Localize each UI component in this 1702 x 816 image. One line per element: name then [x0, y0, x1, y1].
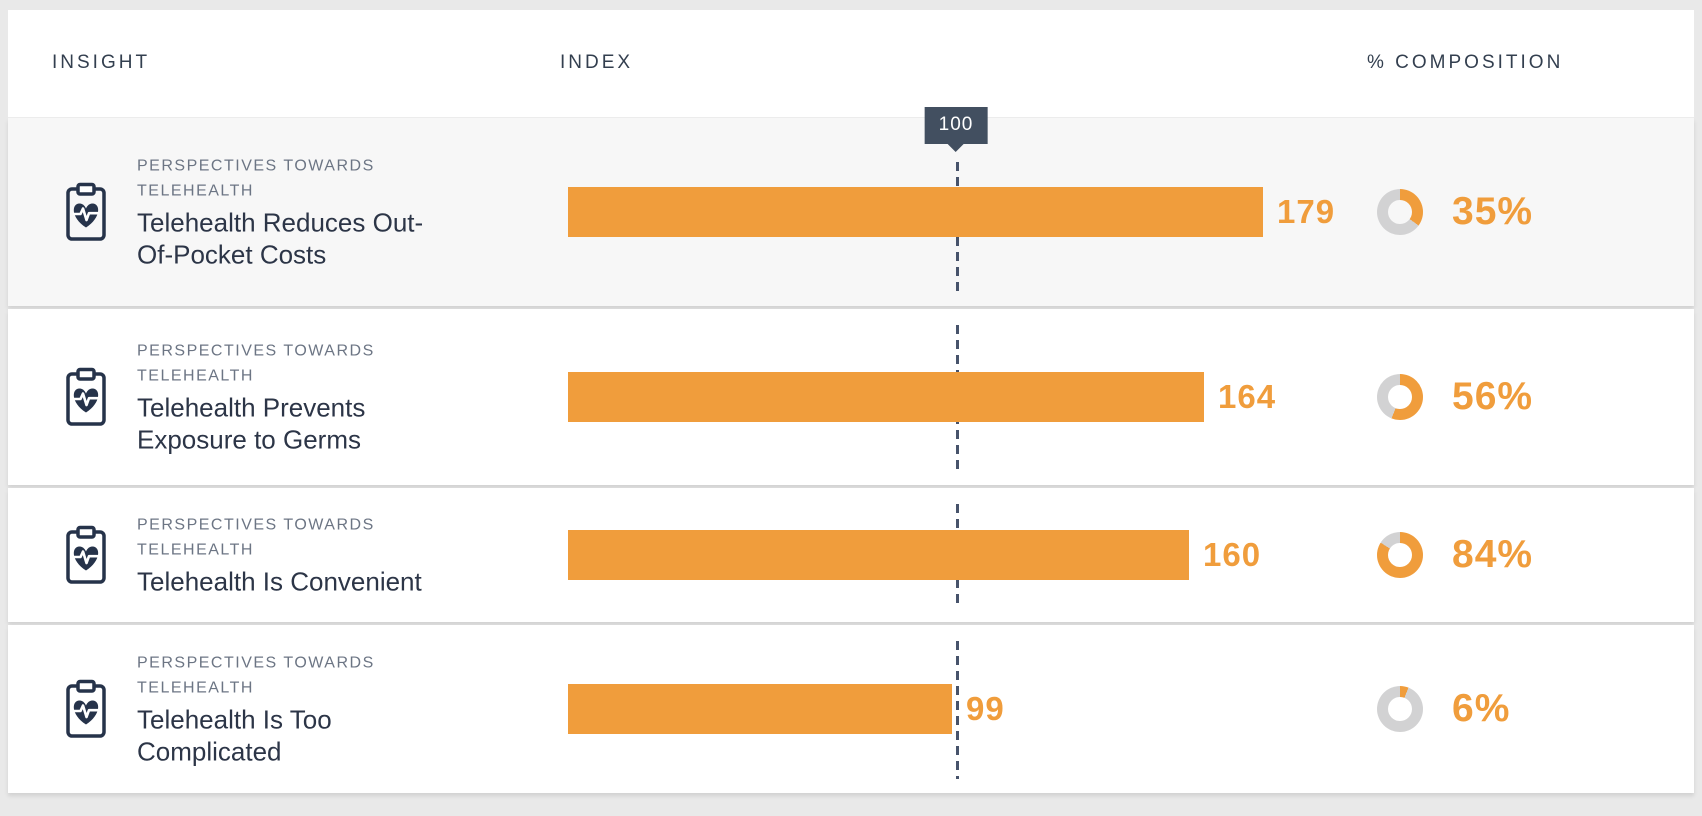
index-bar-group: 179 — [568, 187, 1335, 237]
composition-percent-label: 56% — [1452, 375, 1534, 418]
column-header-composition: % COMPOSITION — [1367, 52, 1564, 73]
index-bar-group: 164 — [568, 372, 1276, 422]
index-bar — [568, 372, 1204, 422]
table-row[interactable]: PERSPECTIVES TOWARDS TELEHEALTH Teleheal… — [8, 488, 1694, 622]
insight-rows: PERSPECTIVES TOWARDS TELEHEALTH Teleheal… — [8, 118, 1694, 793]
insight-title: Telehealth Is Too Complicated — [137, 704, 332, 767]
clipboard-heart-pulse-icon — [66, 367, 106, 426]
clipboard-heart-pulse-icon — [66, 182, 106, 241]
insight-index-table: INSIGHT INDEX % COMPOSITION 100 PERSPECT… — [8, 10, 1694, 796]
index-bar-group: 160 — [568, 530, 1261, 580]
table-row[interactable]: PERSPECTIVES TOWARDS TELEHEALTH Teleheal… — [8, 625, 1694, 793]
composition-percent-label: 6% — [1452, 687, 1511, 730]
insight-category-label: PERSPECTIVES TOWARDS TELEHEALTH — [137, 157, 375, 200]
index-bar — [568, 530, 1189, 580]
clipboard-heart-pulse-icon — [66, 679, 106, 738]
insight-text-block: PERSPECTIVES TOWARDS TELEHEALTH Teleheal… — [137, 154, 447, 271]
index-value-label: 160 — [1203, 536, 1262, 573]
composition-donut-chart — [1377, 189, 1423, 235]
column-header-index: INDEX — [560, 52, 634, 73]
table-header-row: INSIGHT INDEX % COMPOSITION — [8, 10, 1694, 118]
composition-donut-chart — [1377, 374, 1423, 420]
index-bar-group: 99 — [568, 684, 1005, 734]
table-row[interactable]: PERSPECTIVES TOWARDS TELEHEALTH Teleheal… — [8, 118, 1694, 306]
insight-text-block: PERSPECTIVES TOWARDS TELEHEALTH Teleheal… — [137, 513, 447, 598]
index-100-marker-badge: 100 — [924, 107, 988, 144]
clipboard-heart-pulse-icon — [66, 525, 106, 584]
insight-text-block: PERSPECTIVES TOWARDS TELEHEALTH Teleheal… — [137, 651, 447, 768]
composition-percent-label: 84% — [1452, 533, 1534, 576]
index-value-label: 179 — [1277, 193, 1336, 230]
column-header-insight: INSIGHT — [52, 52, 151, 73]
insight-title: Telehealth Prevents Exposure to Germs — [137, 392, 366, 455]
insight-text-block: PERSPECTIVES TOWARDS TELEHEALTH Teleheal… — [137, 339, 447, 456]
insight-category-label: PERSPECTIVES TOWARDS TELEHEALTH — [137, 654, 375, 697]
composition-percent-label: 35% — [1452, 190, 1534, 233]
insight-category-label: PERSPECTIVES TOWARDS TELEHEALTH — [137, 342, 375, 385]
composition-donut-chart — [1377, 686, 1423, 732]
insight-title: Telehealth Reduces Out-Of-Pocket Costs — [137, 207, 424, 270]
index-baseline-dashed-line — [956, 641, 959, 779]
index-bar — [568, 187, 1263, 237]
table-row[interactable]: PERSPECTIVES TOWARDS TELEHEALTH Teleheal… — [8, 309, 1694, 485]
index-bar — [568, 684, 952, 734]
composition-donut-chart — [1377, 532, 1423, 578]
insight-title: Telehealth Is Convenient — [137, 566, 422, 597]
index-value-label: 164 — [1218, 378, 1277, 415]
insight-category-label: PERSPECTIVES TOWARDS TELEHEALTH — [137, 516, 375, 559]
index-value-label: 99 — [966, 690, 1005, 727]
